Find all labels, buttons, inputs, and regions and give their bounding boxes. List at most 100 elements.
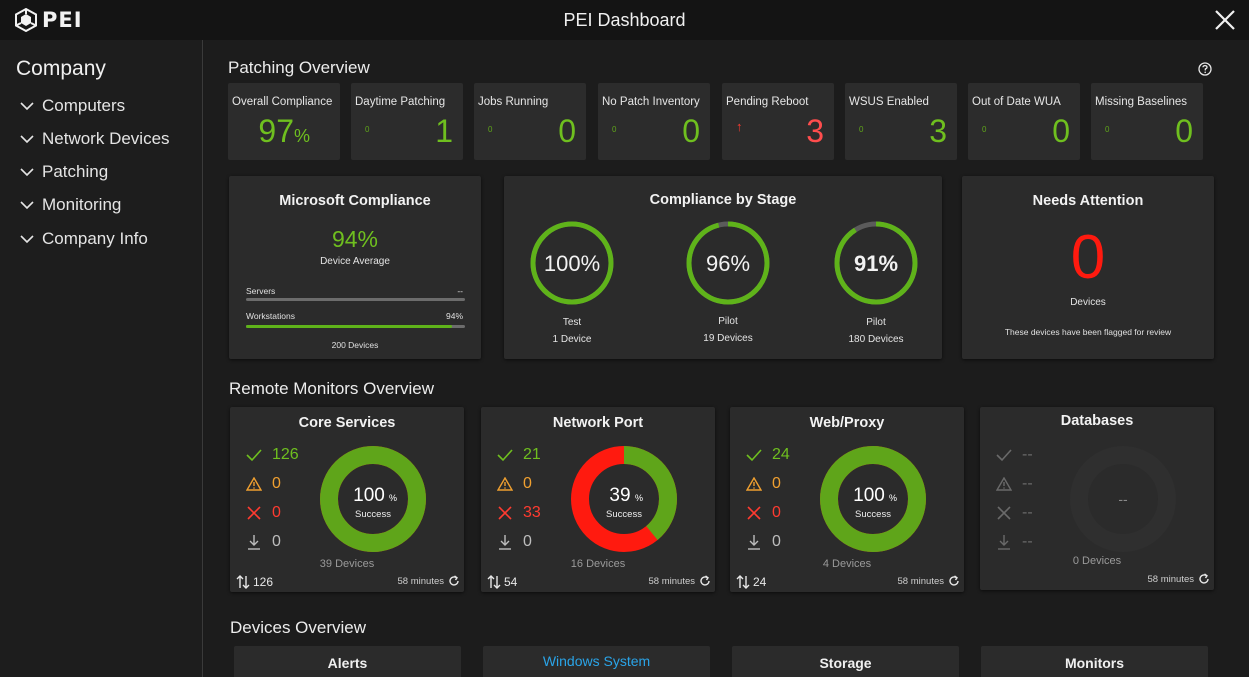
monitor-panel-core-services[interactable]: Core Services 126 0 0 0 100 % Success 39… bbox=[230, 407, 464, 592]
monitor-refresh[interactable]: 58 minutes bbox=[898, 575, 960, 587]
donut-success-label: Success bbox=[855, 509, 891, 520]
close-icon[interactable] bbox=[1213, 8, 1237, 32]
stage-devices: 1 Device bbox=[552, 334, 592, 345]
monitor-refresh[interactable]: 58 minutes bbox=[398, 575, 460, 587]
sidebar-item-label: Computers bbox=[42, 96, 126, 115]
workstations-label: Workstations bbox=[246, 311, 295, 321]
microsoft-compliance-panel[interactable]: Microsoft Compliance 94% Device Average … bbox=[229, 176, 481, 359]
monitor-panel-network-port[interactable]: Network Port 21 0 33 0 39 % Success 16 D… bbox=[481, 407, 715, 592]
checkmark-icon bbox=[746, 449, 762, 462]
monitor-refresh[interactable]: 58 minutes bbox=[649, 575, 711, 587]
download-icon bbox=[748, 535, 760, 550]
download-icon bbox=[998, 535, 1010, 550]
stat-label: Out of Date WUA bbox=[972, 96, 1061, 108]
sidebar-item-computers[interactable]: Computers bbox=[20, 93, 125, 119]
sort-arrows-icon bbox=[487, 575, 501, 589]
refresh-icon[interactable] bbox=[699, 575, 711, 587]
sidebar-item-patching[interactable]: Patching bbox=[20, 159, 108, 185]
donut-success-label: Success bbox=[355, 509, 391, 520]
monitor-total: 24 bbox=[736, 575, 766, 589]
panel-title: Databases bbox=[1060, 413, 1134, 429]
x-fail-icon bbox=[498, 506, 512, 520]
monitor-panel-databases[interactable]: Databases -- -- -- -- -- 0 Devices 58 mi… bbox=[980, 407, 1214, 590]
sidebar-item-company-info[interactable]: Company Info bbox=[20, 226, 148, 252]
monitor-fail-count: 0 bbox=[272, 504, 281, 521]
app-title: PEI Dashboard bbox=[563, 10, 686, 30]
sidebar-item-label: Monitoring bbox=[42, 195, 122, 214]
stat-value: 3 bbox=[806, 113, 824, 149]
stat-value: 3 bbox=[929, 113, 947, 149]
compliance-by-stage-panel[interactable]: Compliance by Stage 100% Test 1 Device 9… bbox=[504, 176, 942, 359]
sidebar-item-network-devices[interactable]: Network Devices bbox=[20, 126, 170, 152]
devices-overview-title: Devices Overview bbox=[230, 618, 367, 637]
checkmark-icon bbox=[497, 449, 513, 462]
tab-storage[interactable]: Storage bbox=[732, 646, 959, 677]
stat-card-jobs-running[interactable]: Jobs Running 0 0 bbox=[474, 83, 586, 160]
monitor-warn-count: 0 bbox=[772, 475, 781, 492]
stat-small-value: 0 bbox=[982, 125, 987, 134]
monitor-pending-count: 0 bbox=[523, 533, 532, 550]
monitor-ok-row: -- bbox=[996, 446, 1033, 464]
remote-monitors-title: Remote Monitors Overview bbox=[229, 379, 435, 398]
stage-label-pilot-1: Pilot 19 Devices bbox=[678, 313, 778, 347]
stat-card-wsus-enabled[interactable]: WSUS Enabled 0 3 bbox=[845, 83, 957, 160]
chevron-down-icon bbox=[20, 102, 34, 111]
stat-card-overall-compliance[interactable]: Overall Compliance 97% bbox=[228, 83, 340, 160]
stat-card-out-of-date-wua[interactable]: Out of Date WUA 0 0 bbox=[968, 83, 1080, 160]
compliance-caption: Device Average bbox=[320, 256, 390, 267]
monitor-fail-count: 0 bbox=[772, 504, 781, 521]
monitor-pending-row: 0 bbox=[497, 533, 532, 551]
donut-success-arc bbox=[571, 446, 677, 552]
tab-windows-system[interactable]: Windows System bbox=[483, 646, 710, 677]
stat-value: 0 bbox=[1052, 113, 1070, 149]
checkmark-icon bbox=[246, 449, 262, 462]
checkmark-icon bbox=[996, 449, 1012, 462]
monitor-refresh[interactable]: 58 minutes bbox=[1148, 573, 1210, 585]
monitor-pending-count: 0 bbox=[272, 533, 281, 550]
monitor-ok-count: 24 bbox=[772, 446, 790, 463]
donut-percent: 100 bbox=[853, 485, 885, 506]
tab-alerts[interactable]: Alerts bbox=[234, 646, 461, 677]
stat-small-value: 0 bbox=[612, 125, 617, 134]
stat-card-no-patch-inventory[interactable]: No Patch Inventory 0 0 bbox=[598, 83, 710, 160]
stat-label: Pending Reboot bbox=[726, 96, 809, 108]
donut-percent-symbol: % bbox=[635, 493, 643, 503]
download-icon bbox=[248, 535, 260, 550]
panel-title: Compliance by Stage bbox=[649, 192, 797, 208]
donut-success-arc bbox=[320, 446, 426, 552]
monitor-ok-count: 126 bbox=[272, 446, 299, 463]
sort-arrows-icon bbox=[236, 575, 250, 589]
stat-value: 97% bbox=[258, 113, 310, 149]
stage-ring-test: 100% bbox=[530, 221, 614, 305]
donut-fail-arc bbox=[1070, 446, 1176, 552]
stat-card-missing-baselines[interactable]: Missing Baselines 0 0 bbox=[1091, 83, 1203, 160]
warning-icon bbox=[246, 477, 262, 491]
stat-card-pending-reboot[interactable]: Pending Reboot ↑ 3 bbox=[722, 83, 834, 160]
monitor-pending-row: -- bbox=[996, 533, 1033, 551]
stat-small-value: 0 bbox=[1105, 125, 1110, 134]
success-donut: 39 % Success bbox=[571, 446, 677, 552]
monitor-ok-row: 21 bbox=[497, 446, 541, 464]
monitor-device-count: 39 Devices bbox=[319, 558, 375, 570]
donut-percent: -- bbox=[1118, 491, 1128, 507]
help-icon[interactable] bbox=[1198, 62, 1212, 76]
stat-small-value: 0 bbox=[859, 125, 864, 134]
sidebar-item-monitoring[interactable]: Monitoring bbox=[20, 192, 121, 218]
chevron-down-icon bbox=[20, 235, 34, 244]
chevron-down-icon bbox=[20, 201, 34, 210]
refresh-icon[interactable] bbox=[1198, 573, 1210, 585]
stage-percent: 100% bbox=[544, 251, 600, 276]
monitor-ok-count: 21 bbox=[523, 446, 541, 463]
stat-label: No Patch Inventory bbox=[602, 96, 700, 108]
donut-percent-symbol: % bbox=[389, 493, 397, 503]
monitor-ok-row: 24 bbox=[746, 446, 790, 464]
stage-name: Pilot bbox=[718, 316, 738, 327]
refresh-icon[interactable] bbox=[948, 575, 960, 587]
tab-monitors[interactable]: Monitors bbox=[981, 646, 1208, 677]
monitor-panel-web-proxy[interactable]: Web/Proxy 24 0 0 0 100 % Success 4 Devic… bbox=[730, 407, 964, 592]
compliance-value: 94% bbox=[331, 226, 379, 252]
needs-attention-panel[interactable]: Needs Attention 0 Devices These devices … bbox=[962, 176, 1214, 359]
servers-label: Servers bbox=[246, 286, 276, 296]
refresh-icon[interactable] bbox=[448, 575, 460, 587]
stat-card-daytime-patching[interactable]: Daytime Patching 0 1 bbox=[351, 83, 463, 160]
